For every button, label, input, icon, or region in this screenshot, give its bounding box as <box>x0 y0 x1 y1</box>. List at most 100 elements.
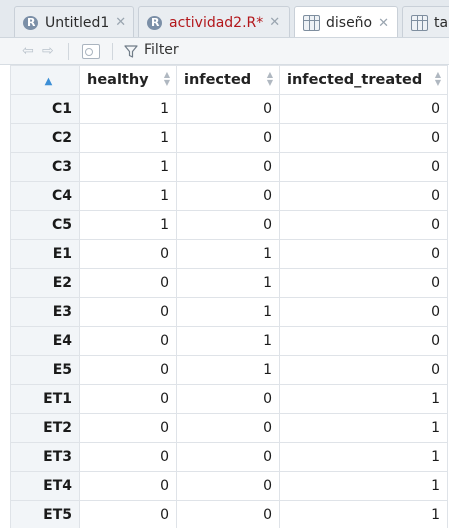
column-header-label: infected_treated <box>287 72 423 88</box>
table-cell: 0 <box>176 152 280 182</box>
data-table: ▲ healthy ▲ ▼ infected ▲ ▼ infected_treated ▲… <box>10 65 448 528</box>
table-cell: 0 <box>79 268 177 298</box>
column-header-infected-treated[interactable]: infected_treated ▲ ▼ <box>279 65 448 95</box>
row-name-cell: E1 <box>10 239 80 269</box>
table-row: E1 0 1 0 <box>10 239 448 269</box>
table-cell: 1 <box>79 123 177 153</box>
table-cell: 0 <box>176 181 280 211</box>
table-cell: 0 <box>79 355 177 385</box>
table-cell: 0 <box>176 471 280 501</box>
table-row: ET4 0 0 1 <box>10 471 448 501</box>
tab-label: actividad2.R* <box>169 14 264 31</box>
table-cell: 0 <box>79 297 177 327</box>
table-row: ET3 0 0 1 <box>10 442 448 472</box>
table-row: C4 1 0 0 <box>10 181 448 211</box>
data-grid-icon <box>411 14 428 31</box>
filter-button[interactable]: Filter <box>144 42 179 58</box>
table-row: ET1 0 0 1 <box>10 384 448 414</box>
table-row: C5 1 0 0 <box>10 210 448 240</box>
tab-label: Untitled1 <box>45 14 110 31</box>
row-name-cell: C3 <box>10 152 80 182</box>
table-cell: 1 <box>279 413 448 443</box>
table-cell: 0 <box>279 297 448 327</box>
table-cell: 0 <box>79 413 177 443</box>
table-cell: 0 <box>176 210 280 240</box>
table-cell: 1 <box>176 355 280 385</box>
table-row: E2 0 1 0 <box>10 268 448 298</box>
table-cell: 1 <box>79 210 177 240</box>
show-in-window-icon[interactable] <box>82 44 100 59</box>
tab-label: diseño <box>326 15 373 31</box>
close-icon[interactable]: ✕ <box>115 15 127 30</box>
column-header-healthy[interactable]: healthy ▲ ▼ <box>79 65 177 95</box>
table-row: ET2 0 0 1 <box>10 413 448 443</box>
r-file-icon: R <box>147 15 163 31</box>
row-name-cell: C4 <box>10 181 80 211</box>
toolbar-divider <box>112 43 113 60</box>
table-cell: 1 <box>79 152 177 182</box>
row-name-cell: ET3 <box>10 442 80 472</box>
sort-ascending-icon: ▲ <box>44 76 53 87</box>
table-cell: 0 <box>279 152 448 182</box>
sort-icon: ▲ ▼ <box>266 70 273 87</box>
row-name-cell: E2 <box>10 268 80 298</box>
tab-label: ta <box>434 14 449 31</box>
table-cell: 0 <box>279 239 448 269</box>
forward-arrow-icon[interactable]: ⇨ <box>42 43 54 59</box>
table-cell: 0 <box>176 500 280 528</box>
column-header-label: healthy <box>87 72 149 88</box>
table-row: E4 0 1 0 <box>10 326 448 356</box>
table-row: C3 1 0 0 <box>10 152 448 182</box>
table-cell: 0 <box>176 123 280 153</box>
table-cell: 0 <box>279 181 448 211</box>
row-name-cell: C1 <box>10 94 80 124</box>
data-viewer-toolbar: ⇦ ⇨ Filter <box>0 38 449 65</box>
tab-diseno[interactable]: diseño ✕ <box>294 6 398 37</box>
column-header-infected[interactable]: infected ▲ ▼ <box>176 65 280 95</box>
table-row: E3 0 1 0 <box>10 297 448 327</box>
table-cell: 0 <box>79 471 177 501</box>
table-cell: 1 <box>176 239 280 269</box>
row-index-header[interactable]: ▲ <box>10 65 80 95</box>
back-arrow-icon[interactable]: ⇦ <box>22 43 34 59</box>
table-cell: 0 <box>176 442 280 472</box>
table-cell: 1 <box>279 442 448 472</box>
close-icon[interactable]: ✕ <box>269 15 281 30</box>
row-name-cell: E5 <box>10 355 80 385</box>
sort-icon: ▲ ▼ <box>434 70 441 87</box>
table-cell: 0 <box>279 268 448 298</box>
editor-tab-bar: R Untitled1 ✕ R actividad2.R* ✕ diseño ✕… <box>0 0 449 38</box>
row-name-cell: E3 <box>10 297 80 327</box>
tab-untitled1[interactable]: R Untitled1 ✕ <box>14 6 134 37</box>
table-cell: 1 <box>79 94 177 124</box>
row-name-cell: ET4 <box>10 471 80 501</box>
table-row: E5 0 1 0 <box>10 355 448 385</box>
table-cell: 1 <box>176 326 280 356</box>
table-cell: 0 <box>279 123 448 153</box>
table-cell: 1 <box>279 500 448 528</box>
row-name-cell: C2 <box>10 123 80 153</box>
table-cell: 0 <box>79 442 177 472</box>
table-row: C2 1 0 0 <box>10 123 448 153</box>
table-cell: 0 <box>79 384 177 414</box>
column-header-label: infected <box>184 72 252 88</box>
close-icon[interactable]: ✕ <box>378 15 390 31</box>
table-cell: 1 <box>176 297 280 327</box>
row-name-cell: ET1 <box>10 384 80 414</box>
table-cell: 0 <box>176 384 280 414</box>
table-cell: 0 <box>176 94 280 124</box>
table-cell: 0 <box>79 239 177 269</box>
tab-ta[interactable]: ta <box>402 6 449 37</box>
filter-icon[interactable] <box>124 45 138 58</box>
tab-actividad2[interactable]: R actividad2.R* ✕ <box>138 6 290 37</box>
toolbar-divider <box>68 43 69 60</box>
data-grid-icon <box>303 15 320 31</box>
table-header-row: ▲ healthy ▲ ▼ infected ▲ ▼ infected_treated ▲… <box>10 65 448 95</box>
row-name-cell: ET2 <box>10 413 80 443</box>
table-cell: 0 <box>176 413 280 443</box>
row-name-cell: ET5 <box>10 500 80 528</box>
sort-icon: ▲ ▼ <box>163 70 170 87</box>
table-row: C1 1 0 0 <box>10 94 448 124</box>
table-cell: 1 <box>176 268 280 298</box>
table-cell: 0 <box>279 326 448 356</box>
